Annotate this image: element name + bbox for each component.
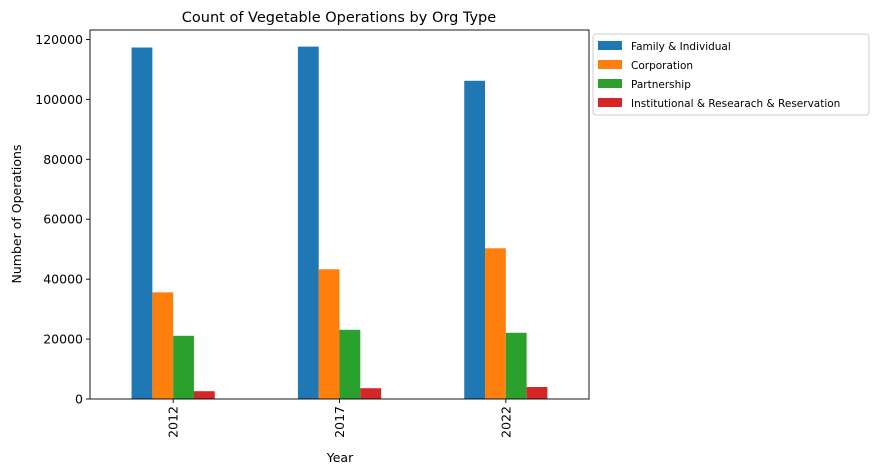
bar-2022-series-0 [464, 80, 486, 399]
legend-label: Institutional & Researach & Reservation [631, 98, 840, 110]
legend-label: Corporation [631, 60, 693, 72]
legend-frame [592, 33, 870, 116]
bar-2012-series-1 [152, 292, 174, 399]
legend-label: Partnership [631, 79, 691, 91]
y-tick-label: 120000 [35, 32, 83, 47]
y-tick-label: 20000 [43, 332, 83, 347]
bar-2022-series-2 [505, 332, 527, 399]
x-axis-label: Year [326, 450, 354, 465]
y-tick-label: 80000 [43, 152, 83, 167]
chart-title: Count of Vegetable Operations by Org Typ… [182, 10, 496, 26]
legend-swatch [598, 60, 622, 69]
y-tick-label: 40000 [43, 272, 83, 287]
bars-group [131, 46, 548, 399]
legend-swatch [598, 98, 622, 107]
x-tick-label: 2017 [332, 406, 347, 438]
legend: Family & Individual Corporation Partnershi… [592, 33, 870, 116]
legend-swatch [598, 41, 622, 50]
bar-2022-series-3 [526, 387, 548, 399]
bar-2017-series-2 [339, 329, 361, 399]
x-tick-label: 2012 [166, 406, 181, 438]
bar-2012-series-2 [173, 335, 194, 399]
x-axis-ticks: 2012 2017 2022 [166, 399, 513, 438]
bar-2022-series-1 [485, 248, 506, 399]
y-tick-label: 100000 [35, 92, 83, 107]
y-axis-ticks: 0 20000 40000 60000 80000 100000 120000 [35, 32, 90, 407]
y-tick-label: 60000 [43, 212, 83, 227]
y-axis-label: Number of Operations [9, 145, 24, 284]
legend-swatch [598, 79, 622, 88]
bar-2017-series-0 [297, 46, 319, 399]
y-tick-label: 0 [75, 392, 83, 407]
plot-frame [89, 29, 590, 400]
bar-2012-series-3 [193, 391, 215, 399]
bar-2012-series-0 [131, 47, 153, 399]
bar-2017-series-1 [318, 269, 340, 399]
legend-label: Family & Individual [631, 41, 731, 53]
x-tick-label: 2022 [498, 406, 513, 438]
bar-2017-series-3 [360, 388, 382, 399]
